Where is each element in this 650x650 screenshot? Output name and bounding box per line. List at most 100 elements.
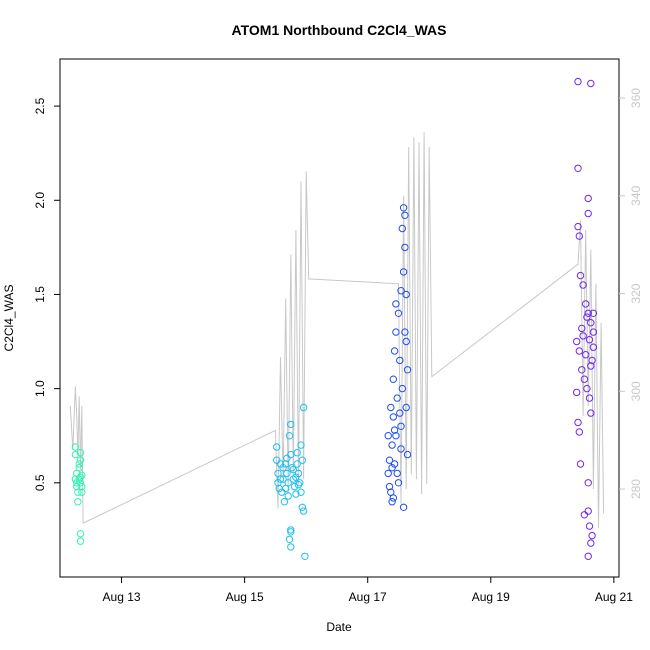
- data-point: [299, 507, 308, 515]
- data-point: [73, 482, 81, 491]
- data-point: [573, 388, 581, 397]
- data-point: [297, 488, 305, 496]
- data-point: [283, 454, 291, 462]
- data-point: [402, 337, 410, 346]
- data-point: [296, 479, 304, 487]
- data-point: [402, 290, 410, 299]
- data-point: [575, 232, 583, 240]
- data-point: [574, 418, 582, 427]
- data-point: [76, 530, 85, 538]
- data-point: [299, 403, 308, 412]
- plot-frame: [59, 58, 620, 578]
- data-point: [278, 488, 286, 496]
- x-tick-label: Aug 17: [349, 590, 387, 604]
- data-point: [287, 420, 295, 429]
- data-point: [73, 479, 81, 487]
- data-point: [78, 482, 86, 491]
- data-point: [389, 375, 397, 383]
- data-point: [399, 503, 408, 511]
- data-point: [584, 209, 592, 218]
- data-point: [401, 328, 409, 336]
- data-point: [393, 394, 401, 402]
- x-tick-label: Aug 21: [595, 590, 633, 604]
- data-point: [397, 287, 405, 295]
- data-point: [293, 460, 301, 468]
- data-point: [588, 531, 596, 540]
- data-point: [75, 460, 83, 468]
- data-point: [396, 409, 404, 417]
- y-axis: 0.5 1.0 1.5 2.0 2.5: [33, 97, 60, 491]
- data-point: [579, 281, 587, 289]
- data-point: [392, 328, 400, 336]
- data-point: [574, 77, 582, 86]
- data-point: [388, 464, 396, 472]
- data-point: [397, 422, 405, 430]
- y-tick-label: 0.5: [33, 474, 47, 491]
- data-point: [390, 347, 399, 355]
- data-point: [274, 479, 282, 487]
- data-point: [403, 366, 412, 374]
- data-point: [583, 313, 591, 321]
- data-point: [387, 403, 395, 412]
- data-point: [280, 498, 289, 506]
- data-point: [279, 475, 287, 483]
- data-point: [288, 464, 296, 472]
- data-point: [575, 347, 583, 355]
- data-point: [584, 552, 592, 560]
- data-point: [584, 194, 592, 203]
- data-point: [282, 484, 290, 493]
- data-point: [75, 475, 83, 483]
- data-point: [298, 456, 306, 464]
- data-point: [393, 469, 401, 478]
- y2-tick-label: 320: [629, 283, 643, 303]
- data-point: [587, 409, 595, 417]
- data-point: [292, 473, 300, 481]
- data-point: [582, 351, 590, 359]
- data-point: [71, 450, 80, 459]
- y-tick-label: 2.0: [33, 192, 47, 209]
- data-point: [574, 164, 582, 173]
- data-point: [580, 375, 589, 383]
- data-point: [276, 460, 285, 468]
- scatter-series: [71, 443, 86, 545]
- data-point: [589, 309, 598, 317]
- data-point: [301, 552, 309, 560]
- data-point: [385, 456, 394, 464]
- data-point: [587, 79, 595, 88]
- data-point: [576, 460, 585, 468]
- data-point: [78, 471, 86, 479]
- data-point: [273, 456, 281, 464]
- data-point: [389, 494, 397, 502]
- data-point: [584, 309, 592, 317]
- data-point: [285, 432, 294, 440]
- data-point: [587, 362, 595, 370]
- data-point: [394, 479, 403, 487]
- data-point: [74, 498, 82, 506]
- data-point: [390, 426, 399, 434]
- data-point: [74, 488, 82, 496]
- data-point: [585, 336, 594, 344]
- data-point: [273, 443, 281, 451]
- y2-axis: 280 300 320 340 360: [619, 88, 643, 499]
- data-point: [397, 445, 405, 453]
- data-point: [287, 528, 295, 536]
- plot-area: [69, 77, 605, 560]
- data-point: [294, 481, 303, 489]
- data-point: [578, 324, 586, 333]
- data-point: [589, 328, 598, 336]
- data-point: [401, 211, 409, 220]
- data-point: [76, 456, 85, 464]
- y2-tick-label: 360: [629, 88, 643, 108]
- data-point: [385, 482, 394, 491]
- data-point: [290, 482, 299, 491]
- data-point: [398, 384, 406, 393]
- data-point: [390, 460, 399, 468]
- data-point: [297, 441, 305, 449]
- scatter-series: [384, 204, 412, 511]
- data-point: [388, 441, 396, 449]
- data-point: [298, 503, 306, 511]
- y-axis-label: C2Cl4_WAS: [2, 285, 16, 352]
- x-tick-label: Aug 15: [226, 590, 264, 604]
- data-point: [399, 268, 408, 276]
